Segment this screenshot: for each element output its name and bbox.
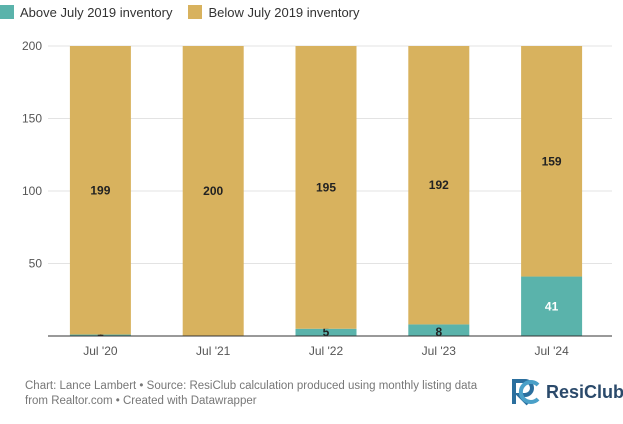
legend-item-below: Below July 2019 inventory <box>188 4 360 20</box>
stacked-bar-chart: 501001502001199Jul '200200Jul '215195Jul… <box>22 39 612 358</box>
bar-above-0 <box>69 334 131 336</box>
data-label-above-2: 5 <box>323 325 330 339</box>
data-label-below-1: 200 <box>203 184 223 198</box>
y-tick-label-200: 200 <box>22 39 42 53</box>
bar-below-1 <box>182 46 244 336</box>
bar-below-3 <box>408 46 470 325</box>
bar-above-3 <box>408 324 470 336</box>
x-tick-label-0: Jul '20 <box>83 344 118 358</box>
brand: ResiClub <box>510 377 623 407</box>
legend-item-above: Above July 2019 inventory <box>0 5 172 20</box>
data-label-below-2: 195 <box>316 180 336 194</box>
legend-label-below: Below July 2019 inventory <box>208 4 360 20</box>
data-label-above-4: 41 <box>545 299 559 313</box>
y-tick-label-50: 50 <box>29 257 43 271</box>
data-label-below-3: 192 <box>429 178 449 192</box>
x-tick-label-2: Jul '22 <box>309 344 344 358</box>
legend: Above July 2019 inventory Below July 201… <box>0 0 360 24</box>
resiclub-logo-icon <box>512 379 540 406</box>
bar-above-2 <box>295 328 357 336</box>
data-label-below-4: 159 <box>542 154 562 168</box>
y-tick-label-150: 150 <box>22 112 42 126</box>
legend-label-above: Above July 2019 inventory <box>20 4 173 20</box>
bar-below-0 <box>69 46 131 335</box>
data-label-below-0: 199 <box>90 183 110 197</box>
legend-swatch-below <box>188 5 203 19</box>
data-label-above-3: 8 <box>435 325 442 339</box>
x-tick-label-4: Jul '24 <box>534 344 569 358</box>
x-tick-label-1: Jul '21 <box>196 344 231 358</box>
bar-below-2 <box>295 46 357 329</box>
legend-swatch-above <box>0 5 14 19</box>
chart-footer: Chart: Lance Lambert • Source: ResiClub … <box>25 380 478 407</box>
y-tick-label-100: 100 <box>22 184 42 198</box>
x-tick-label-3: Jul '23 <box>422 344 457 358</box>
bar-above-4 <box>521 276 583 336</box>
bar-below-4 <box>521 46 583 277</box>
brand-name: ResiClub <box>546 381 623 402</box>
